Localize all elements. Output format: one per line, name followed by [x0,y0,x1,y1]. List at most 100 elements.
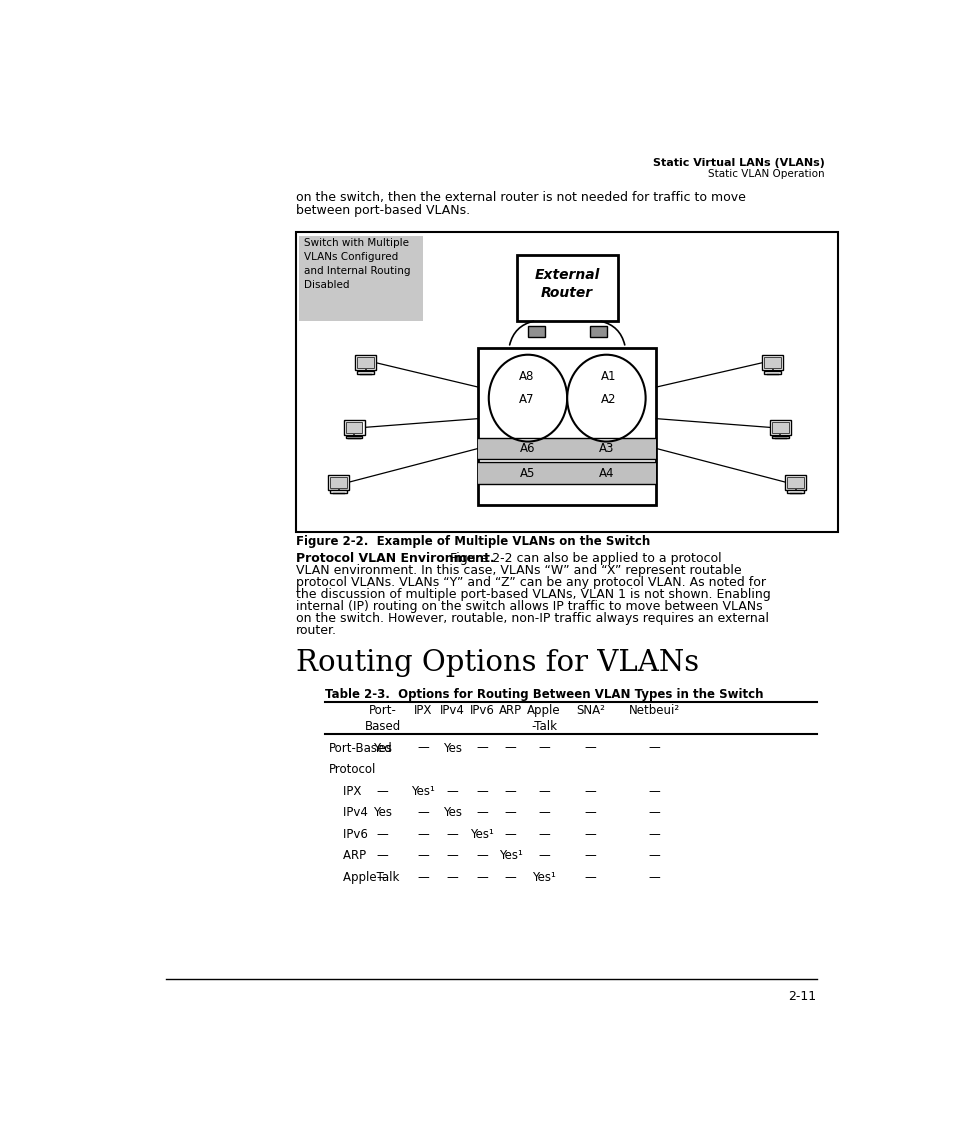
Text: —: — [584,742,596,755]
Ellipse shape [567,355,645,442]
Text: —: — [584,784,596,798]
Text: Protocol VLAN Environment.: Protocol VLAN Environment. [295,552,494,566]
Text: A6: A6 [519,442,536,455]
Text: Yes: Yes [373,742,392,755]
Bar [330,490,347,493]
Text: IPv6: IPv6 [328,828,368,840]
Text: 2-11: 2-11 [788,989,816,1003]
Text: ARP: ARP [328,850,366,862]
Text: SNA²: SNA² [576,704,604,717]
Bar [786,476,803,488]
Text: ARP: ARP [498,704,521,717]
Text: —: — [537,828,549,840]
Text: Figure 2-2 can also be applied to a protocol: Figure 2-2 can also be applied to a prot… [442,552,721,566]
Bar [357,371,374,374]
Text: between port-based VLANs.: between port-based VLANs. [295,204,470,216]
Text: —: — [376,871,388,884]
Text: —: — [537,784,549,798]
Text: Table 2-3.  Options for Routing Between VLAN Types in the Switch: Table 2-3. Options for Routing Between V… [324,688,762,701]
Text: the discussion of multiple port-based VLANs, VLAN 1 is not shown. Enabling: the discussion of multiple port-based VL… [295,589,770,601]
Text: Port-Based: Port-Based [328,742,392,755]
Text: Apple
-Talk: Apple -Talk [527,704,560,733]
Text: A3: A3 [598,442,614,455]
Text: Port-
Based: Port- Based [364,704,400,733]
Text: —: — [504,871,516,884]
Text: —: — [504,828,516,840]
Text: internal (IP) routing on the switch allows IP traffic to move between VLANs: internal (IP) routing on the switch allo… [295,600,761,614]
Text: —: — [476,806,487,819]
Bar [330,476,347,488]
Text: A4: A4 [598,467,614,480]
Text: —: — [376,850,388,862]
Text: —: — [504,806,516,819]
Bar [477,348,656,505]
Text: —: — [446,784,457,798]
Text: —: — [537,806,549,819]
Bar [517,255,617,321]
Text: —: — [376,784,388,798]
Bar [784,474,805,490]
Bar [343,420,364,435]
Text: —: — [446,871,457,884]
Bar [298,236,422,321]
Bar [345,436,362,439]
Text: —: — [584,871,596,884]
Text: Netbeui²: Netbeui² [628,704,679,717]
Text: —: — [647,742,659,755]
Text: VLAN environment. In this case, VLANs “W” and “X” represent routable: VLAN environment. In this case, VLANs “W… [295,564,740,577]
Bar [345,421,362,433]
Bar [771,436,788,439]
Text: —: — [416,828,429,840]
Text: —: — [376,828,388,840]
Text: —: — [584,828,596,840]
Text: —: — [416,742,429,755]
Text: —: — [647,828,659,840]
Text: Figure 2-2.  Example of Multiple VLANs on the Switch: Figure 2-2. Example of Multiple VLANs on… [295,535,650,547]
Text: protocol VLANs. VLANs “Y” and “Z” can be any protocol VLAN. As noted for: protocol VLANs. VLANs “Y” and “Z” can be… [295,576,765,590]
Text: A1: A1 [599,370,616,382]
Text: AppleTalk: AppleTalk [328,871,399,884]
Text: Protocol: Protocol [328,763,375,776]
Text: Switch with Multiple
VLANs Configured
and Internal Routing
Disabled: Switch with Multiple VLANs Configured an… [303,238,410,291]
Text: IPX: IPX [414,704,432,717]
Text: IPv4: IPv4 [439,704,464,717]
Text: —: — [446,828,457,840]
Text: A5: A5 [519,467,536,480]
Text: router.: router. [295,624,336,637]
Text: —: — [537,742,549,755]
Text: —: — [647,806,659,819]
Bar [763,357,781,369]
Bar [477,437,656,459]
Text: —: — [647,784,659,798]
Bar [328,474,349,490]
Bar [477,463,656,484]
Bar [769,420,790,435]
Bar [763,371,781,374]
Text: —: — [504,742,516,755]
Text: —: — [416,850,429,862]
Text: —: — [446,850,457,862]
Text: A8: A8 [518,370,534,382]
Text: —: — [476,871,487,884]
Text: on the switch. However, routable, non-IP traffic always requires an external: on the switch. However, routable, non-IP… [295,613,768,625]
Text: —: — [476,742,487,755]
Text: Yes¹: Yes¹ [532,871,556,884]
Text: External
Router: External Router [534,268,599,300]
Ellipse shape [488,355,567,442]
Text: —: — [537,850,549,862]
Bar [786,490,803,493]
Text: —: — [416,806,429,819]
Text: Routing Options for VLANs: Routing Options for VLANs [295,649,699,678]
Text: Yes¹: Yes¹ [498,850,522,862]
Text: Yes¹: Yes¹ [411,784,435,798]
Text: —: — [476,850,487,862]
Text: Yes: Yes [373,806,392,819]
Text: A7: A7 [517,393,534,406]
Text: —: — [504,784,516,798]
Text: —: — [584,806,596,819]
Text: on the switch, then the external router is not needed for traffic to move: on the switch, then the external router … [295,191,745,204]
Text: —: — [647,871,659,884]
Bar [355,355,375,370]
Bar [589,326,606,337]
Text: IPv4: IPv4 [328,806,368,819]
